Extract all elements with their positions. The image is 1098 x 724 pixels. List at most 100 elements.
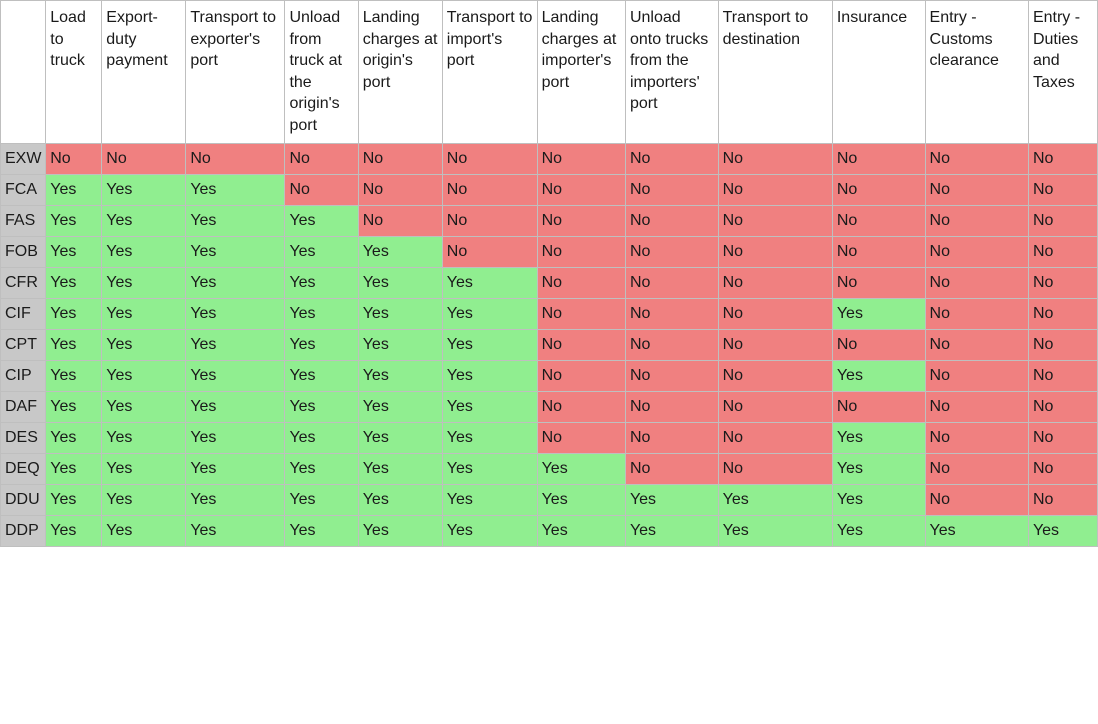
cell: No [1028,453,1097,484]
cell: No [925,205,1028,236]
cell: Yes [442,453,537,484]
cell: No [537,360,625,391]
cell: No [537,143,625,174]
cell: No [1028,422,1097,453]
cell: No [442,236,537,267]
cell: Yes [358,329,442,360]
cell: No [718,267,832,298]
cell: Yes [186,267,285,298]
cell: No [1028,391,1097,422]
cell: Yes [442,267,537,298]
col-header: Transport to import's port [442,1,537,144]
cell: No [285,174,358,205]
cell: Yes [358,515,442,546]
cell: Yes [358,453,442,484]
table-row: DDPYesYesYesYesYesYesYesYesYesYesYesYes [1,515,1098,546]
table-row: CFRYesYesYesYesYesYesNoNoNoNoNoNo [1,267,1098,298]
cell: Yes [46,360,102,391]
cell: Yes [358,422,442,453]
cell: No [925,143,1028,174]
cell: Yes [46,267,102,298]
cell: Yes [285,422,358,453]
cell: No [832,143,925,174]
col-header: Entry - Customs clearance [925,1,1028,144]
table-row: DESYesYesYesYesYesYesNoNoNoYesNoNo [1,422,1098,453]
cell: No [1028,236,1097,267]
cell: No [832,174,925,205]
cell: No [925,422,1028,453]
cell: No [358,143,442,174]
cell: Yes [832,422,925,453]
cell: Yes [102,174,186,205]
cell: No [1028,174,1097,205]
col-header: Entry - Duties and Taxes [1028,1,1097,144]
cell: Yes [285,515,358,546]
cell: Yes [46,329,102,360]
table-row: FASYesYesYesYesNoNoNoNoNoNoNoNo [1,205,1098,236]
cell: Yes [358,298,442,329]
cell: No [537,236,625,267]
cell: No [925,329,1028,360]
cell: Yes [102,329,186,360]
cell: Yes [186,360,285,391]
cell: Yes [832,298,925,329]
cell: Yes [186,484,285,515]
row-header: CPT [1,329,46,360]
cell: Yes [442,391,537,422]
cell: Yes [625,515,718,546]
cell: No [442,174,537,205]
col-header: Landing charges at importer's port [537,1,625,144]
cell: No [625,391,718,422]
cell: Yes [186,298,285,329]
cell: Yes [358,484,442,515]
cell: No [537,174,625,205]
cell: Yes [832,453,925,484]
cell: Yes [285,484,358,515]
cell: No [832,205,925,236]
cell: No [718,298,832,329]
cell: Yes [285,236,358,267]
cell: No [625,236,718,267]
cell: Yes [186,205,285,236]
table-row: FOBYesYesYesYesYesNoNoNoNoNoNoNo [1,236,1098,267]
cell: Yes [46,236,102,267]
cell: Yes [102,360,186,391]
cell: Yes [442,422,537,453]
cell: No [442,205,537,236]
col-header: Transport to exporter's port [186,1,285,144]
cell: No [718,360,832,391]
cell: No [358,174,442,205]
cell: No [537,298,625,329]
cell: Yes [102,422,186,453]
cell: No [285,143,358,174]
incoterms-table: Load to truckExport-duty paymentTranspor… [0,0,1098,547]
cell: No [625,360,718,391]
cell: No [625,298,718,329]
cell: Yes [442,515,537,546]
row-header: EXW [1,143,46,174]
corner-cell [1,1,46,144]
row-header: CFR [1,267,46,298]
cell: No [102,143,186,174]
cell: Yes [537,484,625,515]
cell: Yes [186,329,285,360]
cell: Yes [285,360,358,391]
cell: Yes [46,298,102,329]
cell: Yes [102,267,186,298]
cell: Yes [186,453,285,484]
table-row: DAFYesYesYesYesYesYesNoNoNoNoNoNo [1,391,1098,422]
cell: Yes [358,391,442,422]
cell: Yes [102,453,186,484]
cell: Yes [442,484,537,515]
cell: No [186,143,285,174]
cell: No [1028,205,1097,236]
row-header: FCA [1,174,46,205]
cell: Yes [1028,515,1097,546]
table-header-row: Load to truckExport-duty paymentTranspor… [1,1,1098,144]
cell: No [925,360,1028,391]
cell: No [832,236,925,267]
cell: No [1028,298,1097,329]
cell: Yes [285,298,358,329]
table-row: EXWNoNoNoNoNoNoNoNoNoNoNoNo [1,143,1098,174]
cell: Yes [46,422,102,453]
